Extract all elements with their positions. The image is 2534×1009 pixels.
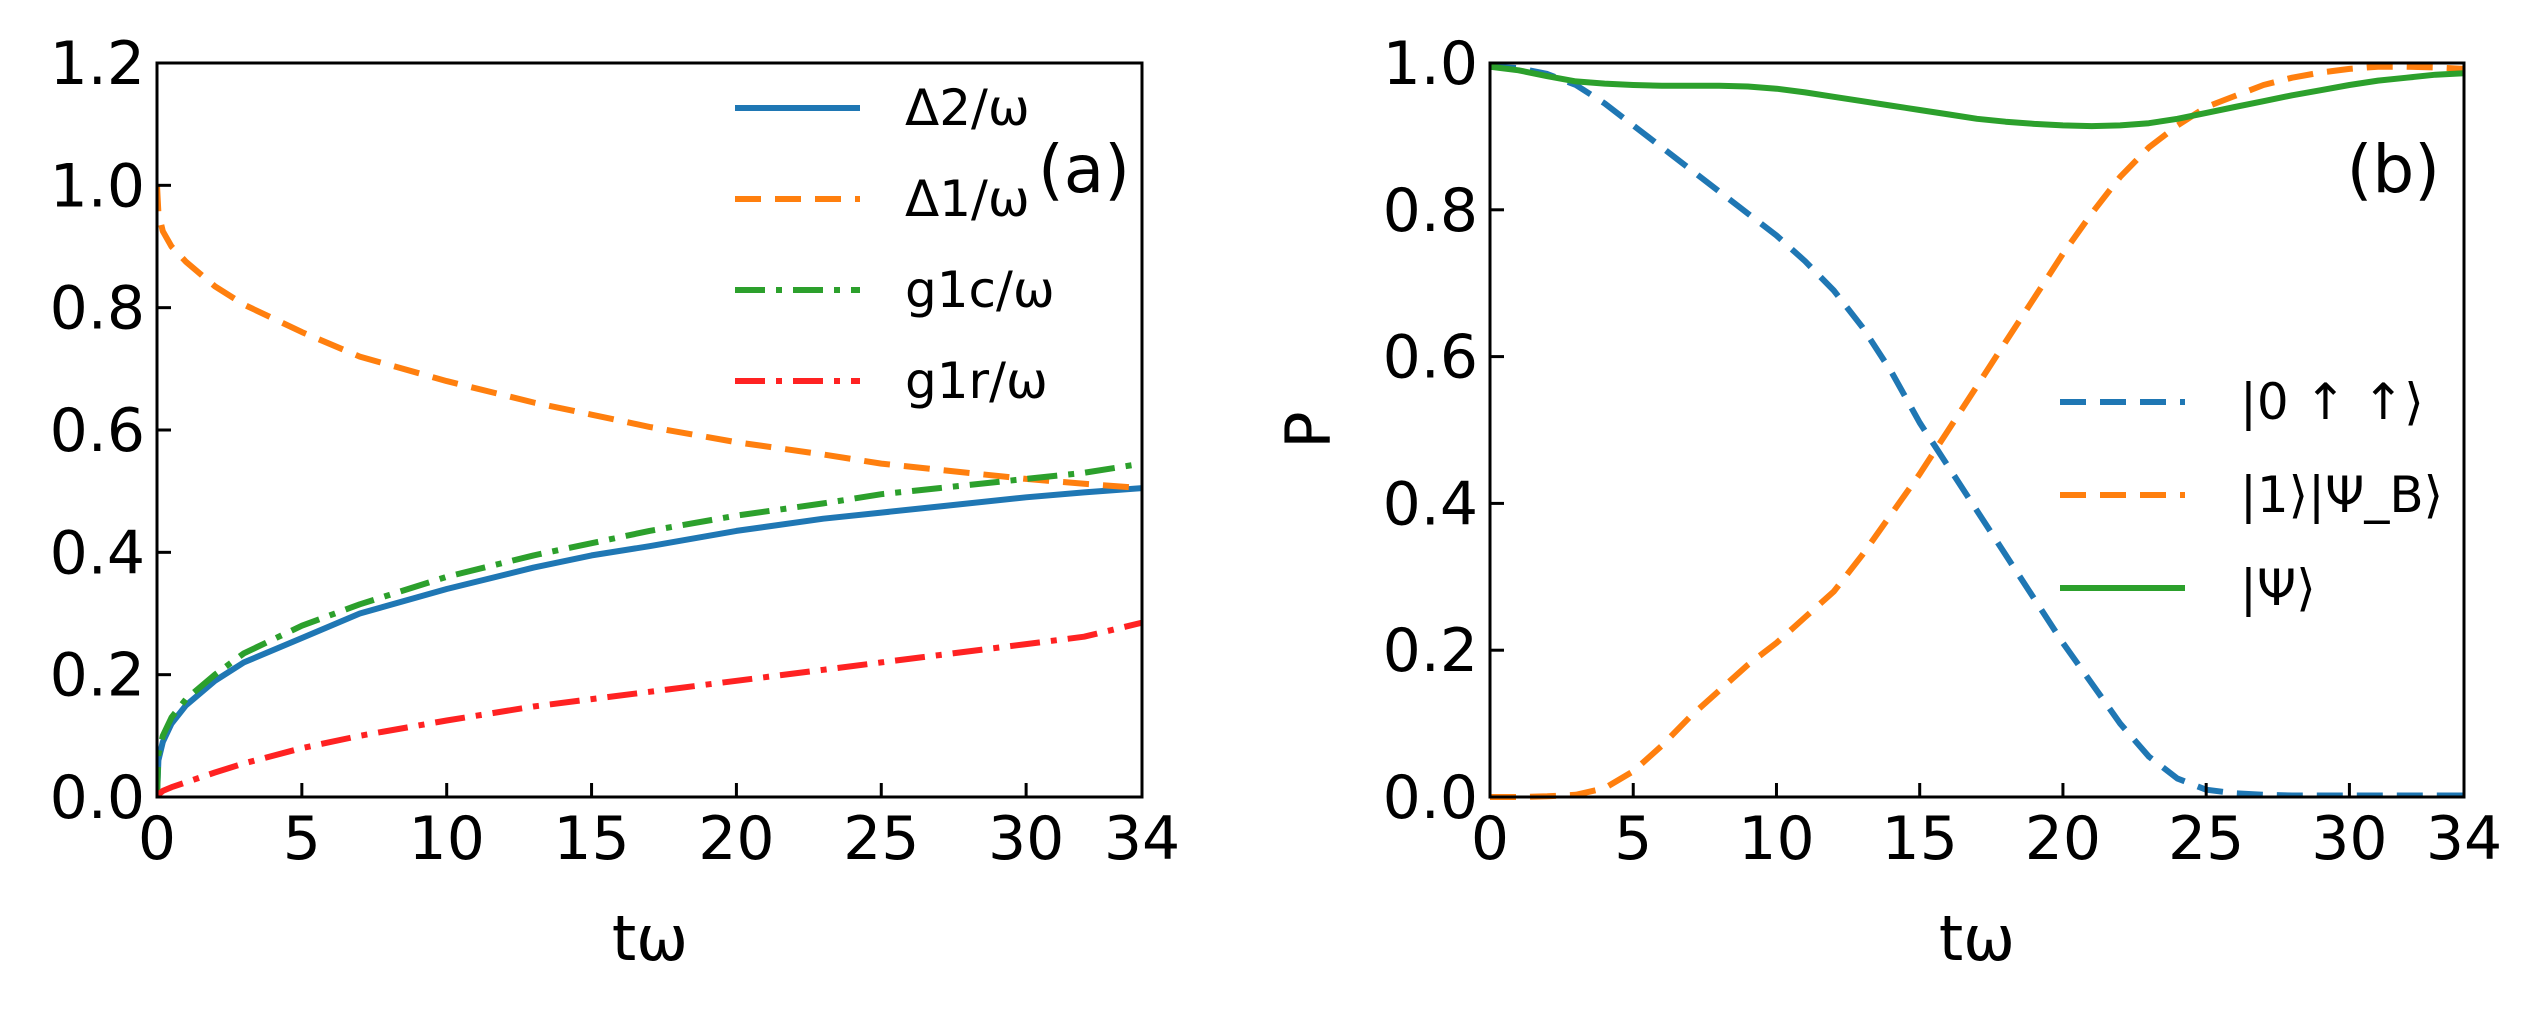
- panel-a-y-tick-label: 0.4: [50, 518, 145, 588]
- chart-panel-a: 0 5 10 15 20 25 30 34 0.0 0.2 0.4 0.6 0.8 1.0 1.2 Δ2/ω…: [50, 29, 1181, 975]
- panel-b-label: (b): [2347, 131, 2440, 208]
- panel-a-x-tick-label: 15: [553, 804, 629, 874]
- panel-a-series-line-1: [157, 485, 1142, 798]
- panel-a-legend: Δ2/ω Δ1/ω g1c/ω g1r/ω: [735, 79, 1055, 410]
- panel-b-legend-label-3: |Ψ⟩: [2240, 559, 2316, 617]
- panel-a-x-tick-label: 5: [283, 804, 321, 874]
- panel-b-x-tick-label: 34: [2426, 804, 2502, 874]
- panel-a-series-line-3: [157, 460, 1142, 798]
- panel-b-series-line-2: [1490, 63, 2464, 800]
- panel-b-y-tick-label: 0.8: [1383, 176, 1478, 246]
- panel-b-x-tick-label: 20: [2025, 804, 2101, 874]
- panel-a-y-tick-label: 1.0: [50, 151, 145, 221]
- panel-a-x-tick-label: 25: [843, 804, 919, 874]
- panel-b-y-tick-label: 1.0: [1383, 29, 1478, 99]
- panel-b-y-tick-label: 0.0: [1383, 763, 1478, 833]
- panel-b-legend: |0 ↑ ↑⟩ |1⟩|Ψ_B⟩ |Ψ⟩: [2060, 373, 2443, 617]
- panel-a-y-tick-label: 0.2: [50, 641, 145, 711]
- panel-a-series-line-2: [157, 185, 1142, 492]
- chart-panel-b: 0 5 10 15 20 25 30 34 0.0 0.2 0.4 0.6 0.8 1.0 |0 ↑ ↑⟩…: [1272, 29, 2502, 975]
- panel-a-x-tick-label: 0: [138, 804, 176, 874]
- panel-a-x-tick-label: 30: [988, 804, 1064, 874]
- panel-b-ticks: 0 5 10 15 20 25 30 34 0.0 0.2 0.4 0.6 0.8 1.0: [1383, 29, 2503, 874]
- panel-a-x-tick-label: 10: [409, 804, 485, 874]
- panel-a-label: (a): [1038, 131, 1130, 208]
- panel-a-legend-label-3: g1c/ω: [905, 261, 1055, 319]
- panel-a-legend-label-2: Δ1/ω: [905, 170, 1030, 228]
- panel-b-series: [1490, 63, 2464, 800]
- panel-b-x-tick-label: 30: [2311, 804, 2387, 874]
- panel-a-y-tick-label: 0.0: [50, 763, 145, 833]
- panel-b-x-tick-label: 10: [1738, 804, 1814, 874]
- panel-a-series-line-4: [157, 619, 1142, 799]
- panel-b-series-line-1: [1490, 63, 2464, 799]
- panel-a-y-tick-label: 1.2: [50, 29, 145, 99]
- panel-a-x-tick-label: 34: [1104, 804, 1180, 874]
- panel-b-x-axis-label: tω: [1939, 902, 2015, 975]
- panel-a-series: [157, 185, 1142, 799]
- panel-a-y-tick-label: 0.8: [50, 274, 145, 344]
- panel-a-x-axis-label: tω: [612, 902, 688, 975]
- panel-a-legend-label-1: Δ2/ω: [905, 79, 1030, 137]
- panel-b-x-tick-label: 5: [1614, 804, 1652, 874]
- panel-b-x-tick-label: 0: [1471, 804, 1509, 874]
- panel-b-x-tick-label: 15: [1882, 804, 1958, 874]
- panel-b-x-tick-label: 25: [2168, 804, 2244, 874]
- panel-b-y-tick-label: 0.2: [1383, 616, 1478, 686]
- panel-b-frame: [1488, 61, 2466, 799]
- panel-b-y-tick-label: 0.6: [1383, 323, 1478, 393]
- panel-a-legend-label-4: g1r/ω: [905, 352, 1048, 410]
- panel-b-legend-label-1: |0 ↑ ↑⟩: [2240, 373, 2424, 431]
- panel-b-y-tick-label: 0.4: [1383, 469, 1478, 539]
- panel-a-ticks: 0 5 10 15 20 25 30 34 0.0 0.2 0.4 0.6 0.8 1.0 1.2: [50, 29, 1181, 874]
- panel-a-x-tick-label: 20: [698, 804, 774, 874]
- panel-b-y-axis-label: P: [1272, 411, 1345, 448]
- panel-a-y-tick-label: 0.6: [50, 396, 145, 466]
- panel-b-legend-label-2: |1⟩|Ψ_B⟩: [2240, 466, 2443, 524]
- panel-b-series-line-3: [1490, 63, 2464, 130]
